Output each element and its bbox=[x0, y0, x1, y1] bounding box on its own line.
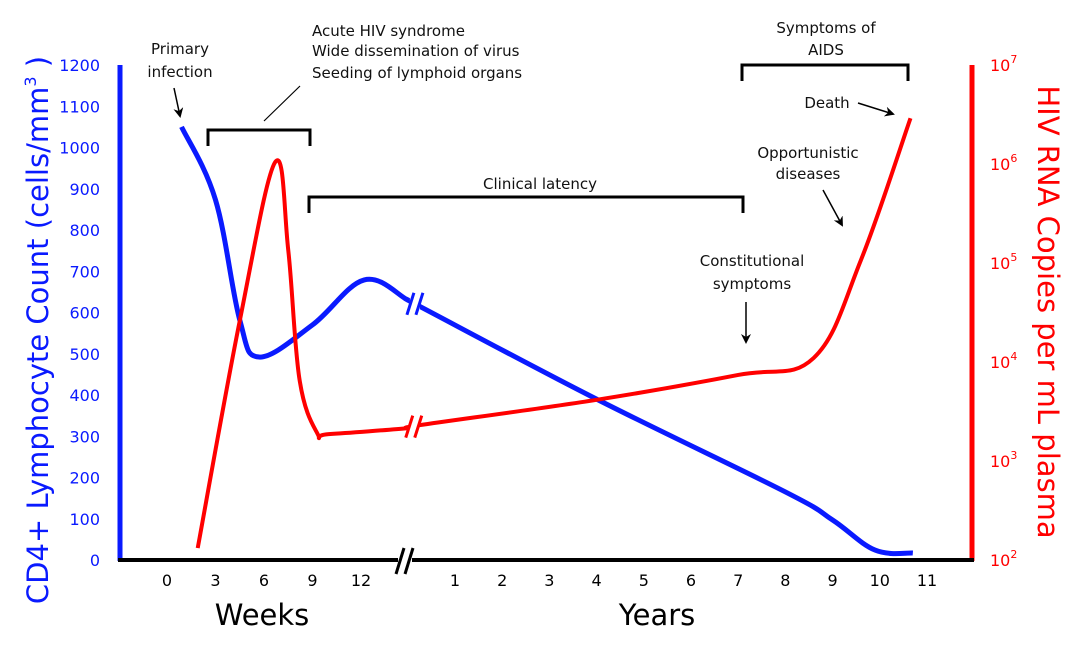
svg-text:Constitutional: Constitutional bbox=[700, 252, 805, 270]
x-tick-label-weeks: 3 bbox=[210, 571, 220, 590]
x-tick-label-years: 10 bbox=[870, 571, 890, 590]
right-tick-label: 102 bbox=[990, 548, 1017, 570]
svg-text:Seeding of lymphoid organs: Seeding of lymphoid organs bbox=[312, 64, 522, 82]
annotation-clinical-latency: Clinical latency bbox=[309, 175, 743, 213]
x-tick-label-years: 7 bbox=[733, 571, 743, 590]
arrow-icon bbox=[174, 88, 180, 116]
right-tick-label: 104 bbox=[990, 350, 1017, 372]
x-tick-label-years: 6 bbox=[686, 571, 696, 590]
bracket-aids bbox=[742, 65, 908, 81]
annotation-primary-infection: Primary infection bbox=[147, 40, 212, 116]
right-tick-label: 105 bbox=[990, 251, 1017, 273]
x-tick-label-weeks: 9 bbox=[307, 571, 317, 590]
x-tick-label-years: 3 bbox=[544, 571, 554, 590]
svg-text:infection: infection bbox=[147, 63, 212, 81]
left-tick-label: 1000 bbox=[59, 139, 100, 158]
svg-text:Symptoms of: Symptoms of bbox=[776, 19, 876, 37]
left-tick-label: 700 bbox=[69, 262, 100, 281]
bracket-latency bbox=[309, 197, 743, 213]
left-tick-label: 400 bbox=[69, 386, 100, 405]
x-tick-label-years: 5 bbox=[639, 571, 649, 590]
left-tick-label: 0 bbox=[90, 551, 100, 570]
cd4-break-mark bbox=[407, 293, 423, 315]
x-tick-label-years: 8 bbox=[780, 571, 790, 590]
annotation-constitutional: Constitutional symptoms bbox=[700, 252, 805, 342]
svg-text:Acute HIV syndrome: Acute HIV syndrome bbox=[312, 22, 465, 40]
svg-text:Opportunistic: Opportunistic bbox=[757, 144, 858, 162]
annotation-death: Death bbox=[804, 94, 893, 114]
left-tick-label: 200 bbox=[69, 469, 100, 488]
right-tick-label: 106 bbox=[990, 152, 1017, 174]
arrow-icon bbox=[823, 190, 842, 225]
left-tick-label: 600 bbox=[69, 304, 100, 323]
svg-text:Primary: Primary bbox=[151, 40, 209, 58]
x-axis-title-weeks: Weeks bbox=[215, 598, 310, 632]
left-axis-title: CD4+ Lymphocyte Count (cells/mm3 ) bbox=[21, 56, 55, 604]
x-tick-label-years: 1 bbox=[450, 571, 460, 590]
right-tick-labels: 102 103 104 105 106 107 bbox=[990, 53, 1017, 570]
x-tick-label-years: 2 bbox=[497, 571, 507, 590]
arrow-icon bbox=[858, 103, 893, 114]
svg-text:Death: Death bbox=[804, 94, 849, 112]
svg-text:Clinical latency: Clinical latency bbox=[483, 175, 597, 193]
annotation-opportunistic: Opportunistic diseases bbox=[757, 144, 858, 225]
x-tick-label-weeks: 12 bbox=[351, 571, 371, 590]
right-tick-label: 103 bbox=[990, 449, 1017, 471]
x-axis-title-years: Years bbox=[618, 598, 696, 632]
right-tick-label: 107 bbox=[990, 53, 1017, 75]
x-tick-label-years: 9 bbox=[828, 571, 838, 590]
x-axis-break-mark bbox=[396, 548, 413, 574]
rna-break-mark bbox=[406, 416, 422, 438]
bracket-acute bbox=[208, 130, 310, 146]
svg-text:diseases: diseases bbox=[776, 165, 841, 183]
x-tick-label-weeks: 6 bbox=[259, 571, 269, 590]
svg-text:symptoms: symptoms bbox=[713, 275, 791, 293]
annotation-acute: Acute HIV syndrome Wide dissemination of… bbox=[208, 22, 522, 146]
left-tick-label: 1100 bbox=[59, 97, 100, 116]
svg-text:Wide dissemination of virus: Wide dissemination of virus bbox=[312, 42, 520, 60]
x-tick-label-years: 11 bbox=[917, 571, 937, 590]
left-tick-labels: 0 100 200 300 400 500 600 700 800 900 1000 1100 1200 bbox=[59, 56, 100, 570]
annotation-symptoms-aids: Symptoms of AIDS bbox=[742, 19, 908, 81]
left-tick-label: 900 bbox=[69, 180, 100, 199]
x-tick-label-years: 4 bbox=[592, 571, 602, 590]
left-tick-label: 300 bbox=[69, 427, 100, 446]
left-tick-label: 800 bbox=[69, 221, 100, 240]
x-tick-label-weeks: 0 bbox=[162, 571, 172, 590]
svg-text:AIDS: AIDS bbox=[808, 41, 844, 59]
left-tick-label: 1200 bbox=[59, 56, 100, 75]
left-tick-label: 100 bbox=[69, 510, 100, 529]
right-axis-title: HIV RNA Copies per mL plasma bbox=[1031, 85, 1065, 538]
left-tick-label: 500 bbox=[69, 345, 100, 364]
